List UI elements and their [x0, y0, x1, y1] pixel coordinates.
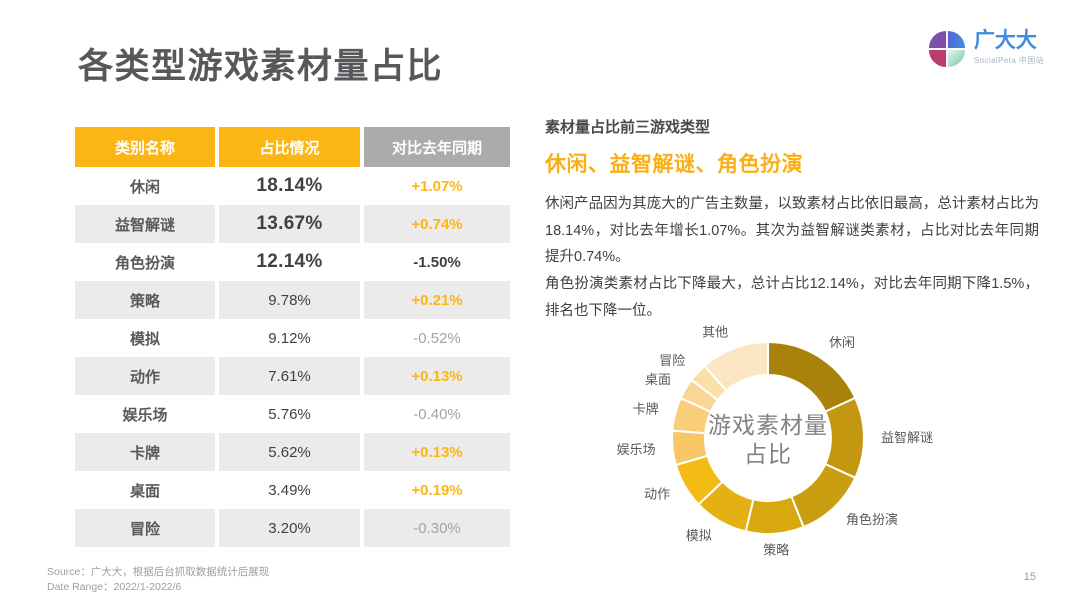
table-cell-change: -0.40%: [364, 395, 510, 433]
table-cell-category: 娱乐场: [75, 395, 215, 433]
donut-slice-label: 角色扮演: [846, 512, 898, 527]
brand-logo: 广大大 SocialPeta 中国站: [928, 29, 1044, 68]
brand-logo-text: 广大大 SocialPeta 中国站: [973, 29, 1044, 66]
source-note: Source：广大大，根据后台抓取数据统计后展现: [47, 566, 270, 578]
table-cell-change: -0.30%: [364, 509, 510, 547]
insight-paragraph-1: 休闲产品因为其庞大的广告主数量，以致素材占比依旧最高，总计素材占比为18.14%…: [545, 196, 1039, 266]
table-cell-category: 模拟: [75, 319, 215, 357]
table-cell-change: +0.13%: [364, 433, 510, 471]
table-cell-category: 休闲: [75, 167, 215, 205]
table-cell-share: 9.12%: [219, 319, 360, 357]
insight-label: 素材量占比前三游戏类型: [545, 119, 711, 136]
table-cell-share: 7.61%: [219, 357, 360, 395]
table-header-2: 对比去年同期: [364, 127, 510, 167]
page-number: 15: [1023, 571, 1036, 583]
table-cell-category: 卡牌: [75, 433, 215, 471]
table-cell-share: 9.78%: [219, 281, 360, 319]
donut-slice-label: 休闲: [829, 335, 855, 350]
table-header-0: 类别名称: [75, 127, 215, 167]
donut-slice-label: 模拟: [686, 528, 712, 543]
donut-slice-label: 冒险: [659, 353, 685, 368]
table-cell-share: 5.76%: [219, 395, 360, 433]
table-cell-category: 冒险: [75, 509, 215, 547]
brand-logo-icon: [928, 30, 965, 68]
brand-subtitle: SocialPeta 中国站: [973, 56, 1044, 66]
table-header-1: 占比情况: [219, 127, 360, 167]
donut-slice-label: 动作: [644, 487, 670, 502]
table-cell-category: 动作: [75, 357, 215, 395]
table-cell-share: 3.20%: [219, 509, 360, 547]
logo-quadrant-top-right: [947, 30, 965, 49]
insight-panel: 素材量占比前三游戏类型 休闲、益智解谜、角色扮演 休闲产品因为其庞大的广告主数量…: [545, 116, 1039, 324]
donut-slice-label: 娱乐场: [617, 442, 656, 457]
donut-slice-label: 策略: [763, 543, 789, 558]
insight-paragraph-2: 角色扮演类素材占比下降最大，总计占比12.14%，对比去年同期下降1.5%，排名…: [545, 276, 1039, 319]
table-cell-change: -0.52%: [364, 319, 510, 357]
table-cell-share: 3.49%: [219, 471, 360, 509]
date-range-note: Date Range：2022/1-2022/6: [47, 581, 182, 593]
table-cell-share: 12.14%: [219, 243, 360, 281]
donut-slice-label: 益智解谜: [881, 430, 933, 445]
table-cell-change: +0.13%: [364, 357, 510, 395]
table-cell-category: 角色扮演: [75, 243, 215, 281]
donut-slice-label: 其他: [702, 324, 728, 339]
donut-slice-label: 卡牌: [633, 402, 659, 417]
table-cell-change: +0.21%: [364, 281, 510, 319]
insight-highlight: 休闲、益智解谜、角色扮演: [545, 153, 803, 176]
logo-quadrant-bottom-left: [928, 49, 946, 68]
donut-slice-其他: [703, 340, 769, 393]
table-cell-category: 桌面: [75, 471, 215, 509]
table-cell-share: 13.67%: [219, 205, 360, 243]
table-cell-category: 策略: [75, 281, 215, 319]
donut-center-label: 占比: [744, 441, 792, 467]
donut-slice-label: 桌面: [645, 372, 671, 387]
logo-quadrant-bottom-right: [947, 49, 965, 68]
table-cell-change: +0.74%: [364, 205, 510, 243]
logo-quadrant-top-left: [928, 30, 946, 49]
brand-name: 广大大: [973, 29, 1037, 52]
donut-center-label: 游戏素材量: [708, 412, 828, 438]
donut-slice-休闲: [767, 340, 857, 414]
table-cell-change: -1.50%: [364, 243, 510, 281]
table-cell-share: 18.14%: [219, 167, 360, 205]
table-cell-change: +0.19%: [364, 471, 510, 509]
share-table: 类别名称 占比情况 对比去年同期 休闲 18.14% +1.07% 益智解谜 13.67% +0…: [75, 127, 510, 547]
table-cell-category: 益智解谜: [75, 205, 215, 243]
page-title: 各类型游戏素材量占比: [78, 47, 444, 86]
table-cell-share: 5.62%: [219, 433, 360, 471]
table-cell-change: +1.07%: [364, 167, 510, 205]
